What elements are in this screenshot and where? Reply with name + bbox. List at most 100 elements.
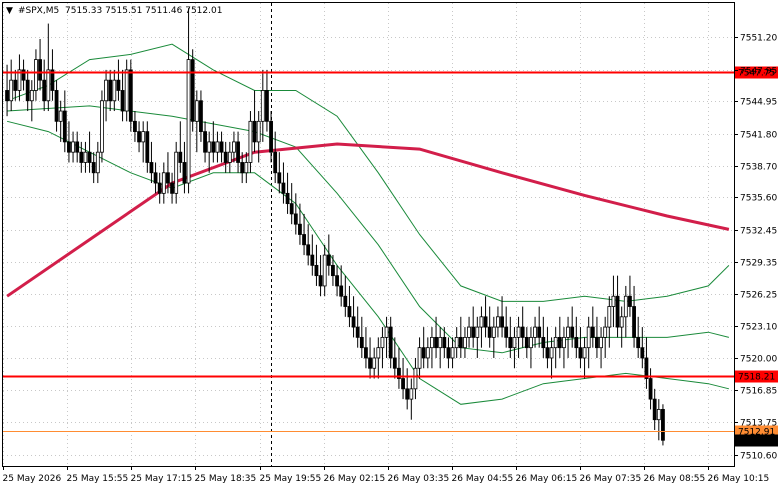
candle <box>75 131 80 163</box>
candle <box>182 141 187 194</box>
candle <box>595 316 599 358</box>
candle-body <box>83 151 88 163</box>
candle <box>34 49 38 101</box>
candle <box>347 285 352 328</box>
candle <box>487 306 492 348</box>
candle <box>178 121 183 173</box>
candle-body <box>661 409 665 441</box>
candle-body <box>417 347 422 369</box>
candle-body <box>537 326 542 338</box>
candle <box>351 296 356 338</box>
candle-body <box>496 316 500 328</box>
candle <box>636 316 641 358</box>
candle-body <box>302 234 306 246</box>
candle-body <box>91 162 96 174</box>
candle <box>529 327 533 369</box>
candle <box>471 306 476 348</box>
candle-body <box>595 336 599 349</box>
time-tick-label: 25 May 17:15 <box>131 474 193 484</box>
candle-body <box>409 388 414 400</box>
candle-body <box>194 100 199 122</box>
candle-body <box>265 90 269 122</box>
candle <box>265 69 269 132</box>
candle-body <box>227 151 232 163</box>
candle <box>578 327 583 369</box>
candle <box>508 316 513 358</box>
candle <box>207 131 212 173</box>
candle <box>438 327 443 369</box>
candle-body <box>475 326 480 338</box>
candle-body <box>293 213 298 225</box>
candle-body <box>562 336 566 349</box>
candle <box>306 224 311 266</box>
candle-body <box>161 172 166 194</box>
candle <box>628 275 632 317</box>
candle-body <box>87 151 92 163</box>
candle <box>256 111 261 163</box>
candle <box>161 162 166 204</box>
candle-body <box>108 79 113 102</box>
candle <box>91 152 96 184</box>
candle <box>603 316 608 358</box>
candle <box>50 49 55 101</box>
price-tick-label: 7541.80 <box>740 131 777 141</box>
candle-body <box>388 326 393 359</box>
candle-body <box>153 172 158 184</box>
candle <box>232 131 236 163</box>
candle <box>364 327 368 369</box>
candle <box>430 327 434 369</box>
last-price-tag <box>735 434 778 447</box>
candle <box>520 306 525 348</box>
candle-body <box>611 295 616 307</box>
candle-body <box>421 347 426 359</box>
candle <box>496 306 500 338</box>
candle <box>46 23 51 112</box>
candle <box>260 69 265 142</box>
candle <box>54 80 59 132</box>
candle <box>219 131 224 163</box>
candle-body <box>58 110 63 122</box>
time-tick-label: 26 May 04:55 <box>452 474 514 484</box>
candle-body <box>75 141 80 153</box>
candle <box>211 121 216 163</box>
candle-body <box>244 162 249 174</box>
candle-body <box>458 336 463 349</box>
candle-body <box>240 162 245 174</box>
price-tick-label: 7510.60 <box>740 452 777 462</box>
candle-body <box>71 141 75 153</box>
candle <box>623 285 628 338</box>
candle-body <box>549 347 554 359</box>
candle <box>446 337 451 369</box>
candle <box>586 316 591 369</box>
candle-body <box>42 79 47 102</box>
candle-body <box>582 347 587 359</box>
candle <box>413 357 418 400</box>
candle <box>405 368 410 410</box>
candle <box>644 337 649 389</box>
candle-body <box>285 192 290 205</box>
candle <box>157 172 162 204</box>
candle-body <box>157 182 162 194</box>
candle-body <box>648 378 653 400</box>
price-tick-label: 7538.70 <box>740 163 777 173</box>
candle-body <box>471 326 476 338</box>
candle <box>227 141 232 173</box>
candle <box>326 234 331 276</box>
candle <box>174 141 179 204</box>
candle-body <box>298 223 302 235</box>
candle <box>380 327 385 369</box>
candle-body <box>401 378 405 390</box>
candle <box>248 111 253 173</box>
candle-body <box>541 336 546 349</box>
candle <box>194 90 199 153</box>
candle <box>483 296 488 338</box>
candle <box>343 275 348 317</box>
candle <box>454 327 459 358</box>
candle-body <box>487 326 492 338</box>
candle <box>599 327 603 369</box>
candle-body <box>277 172 282 184</box>
candle-body <box>260 90 265 122</box>
candle <box>512 327 517 369</box>
